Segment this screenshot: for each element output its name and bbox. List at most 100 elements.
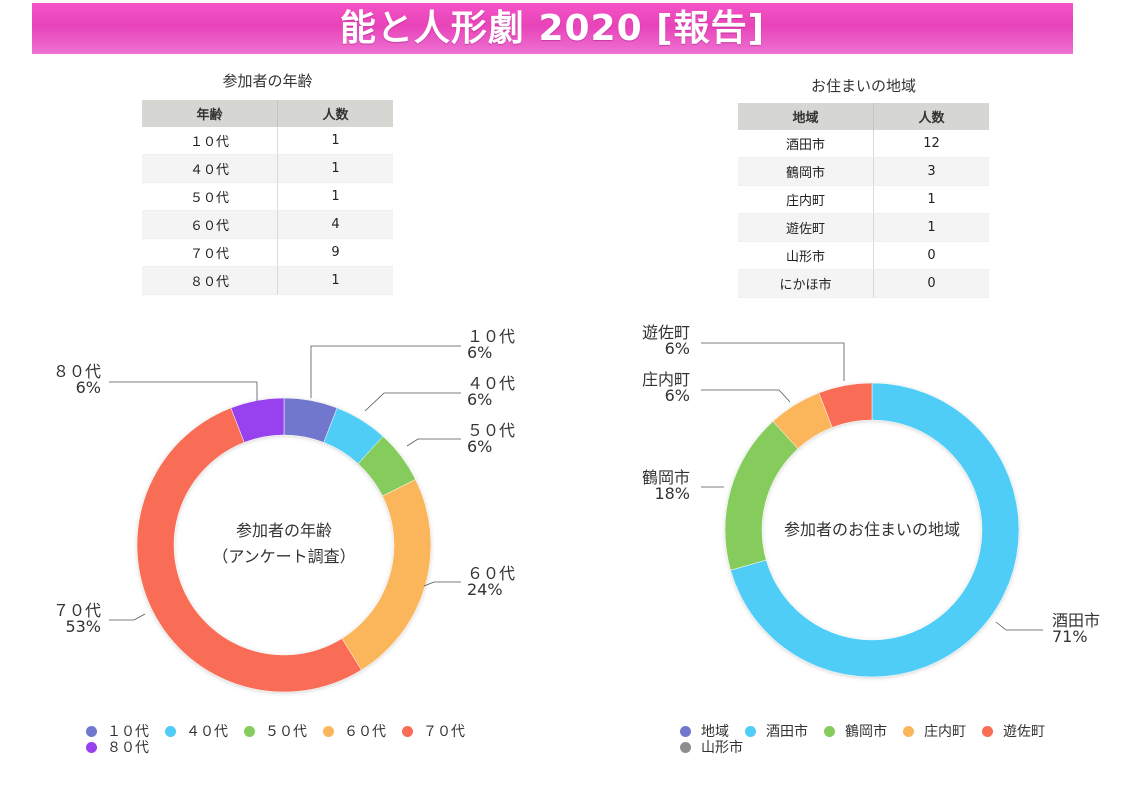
- region-table-label-cell: 鶴岡市: [738, 157, 874, 186]
- age-slice-percent-4: 24%: [467, 580, 503, 599]
- age-legend-label: ４０代: [186, 724, 228, 740]
- region-table-title: お住まいの地域: [810, 77, 916, 95]
- age-table-row: ７０代 9: [142, 238, 393, 267]
- age-slice-percent-6: 6%: [76, 378, 101, 397]
- age-legend-label: ５０代: [265, 724, 307, 740]
- age-slice-6[interactable]: [230, 397, 285, 443]
- age-legend-label: １０代: [107, 724, 149, 740]
- region-table-count-cell: 3: [873, 157, 989, 186]
- age-legend-dot-icon: [244, 726, 255, 737]
- region-table-count-cell: 1: [873, 213, 989, 242]
- age-table-row: ６０代 4: [142, 210, 393, 239]
- region-table-count-cell: 12: [873, 130, 989, 158]
- region-legend-item[interactable]: 鶴岡市: [824, 724, 887, 740]
- region-slice-label-4: 遊佐町: [642, 323, 690, 342]
- region-legend-dot-icon: [680, 742, 691, 753]
- region-legend-item[interactable]: 酒田市: [745, 724, 808, 740]
- region-table-row: 鶴岡市 3: [738, 157, 989, 186]
- age-slice-label-5: ７０代: [53, 601, 101, 620]
- age-legend-item[interactable]: １０代: [86, 724, 149, 740]
- region-slice-4[interactable]: [818, 382, 873, 428]
- age-legend-item[interactable]: ６０代: [323, 724, 386, 740]
- age-slice-label-4: ６０代: [467, 564, 515, 583]
- age-slice-label-2: ４０代: [467, 374, 515, 393]
- region-table-label-cell: 遊佐町: [738, 213, 874, 242]
- region-table: 地域 人数 酒田市 12 鶴岡市 3 庄内町 1 遊佐町 1 山形市 0 にかほ市 0: [738, 103, 989, 298]
- region-slice-percent-4: 6%: [665, 339, 690, 358]
- region-legend-label: 遊佐町: [1003, 724, 1045, 740]
- age-slice-4[interactable]: [341, 479, 432, 671]
- region-table-label-cell: 山形市: [738, 241, 874, 270]
- region-table-count-cell: 0: [873, 269, 989, 298]
- region-table-header-region: 地域: [738, 103, 874, 130]
- age-legend-item[interactable]: ７０代: [402, 724, 465, 740]
- age-table-row: ８０代 1: [142, 266, 393, 295]
- region-legend-label: 地域: [701, 724, 729, 740]
- region-table-count-cell: 1: [873, 185, 989, 214]
- region-legend-dot-icon: [680, 726, 691, 737]
- age-center-label-2: （アンケート調査）: [212, 547, 355, 566]
- age-table-count-cell: 1: [277, 266, 393, 295]
- age-table-row: １０代 1: [142, 127, 393, 155]
- region-table-row: 酒田市 12: [738, 130, 989, 158]
- region-slice-label-3: 庄内町: [642, 370, 690, 389]
- region-leader-line-3: [701, 389, 791, 403]
- age-chart-legend: １０代 ４０代 ５０代 ６０代 ７０代 ８０代: [86, 724, 526, 756]
- age-table-label-cell: １０代: [142, 127, 278, 155]
- region-slice-2[interactable]: [724, 421, 799, 571]
- age-slice-5[interactable]: [136, 407, 362, 693]
- age-leader-line-1: [310, 345, 461, 398]
- region-legend-dot-icon: [745, 726, 756, 737]
- age-legend-dot-icon: [402, 726, 413, 737]
- region-table-row: にかほ市 0: [738, 269, 989, 298]
- region-table-label-cell: 酒田市: [738, 130, 874, 158]
- age-donut: １０代6%４０代6%５０代6%６０代24%７０代53%８０代6%参加者の年齢（ア…: [53, 327, 515, 693]
- age-legend-item[interactable]: ４０代: [165, 724, 228, 740]
- age-slice-label-3: ５０代: [467, 421, 515, 440]
- region-leader-line-1: [995, 621, 1043, 631]
- age-slice-label-1: １０代: [467, 327, 515, 346]
- region-table-header-count: 人数: [873, 103, 989, 130]
- age-legend-label: ７０代: [423, 724, 465, 740]
- age-legend-dot-icon: [165, 726, 176, 737]
- age-table: 年齢 人数 １０代 1 ４０代 1 ５０代 1 ６０代 4 ７０代 9 ８０代 1: [142, 100, 393, 295]
- region-legend-label: 山形市: [701, 740, 743, 756]
- region-slice-percent-2: 18%: [654, 484, 690, 503]
- region-table-row: 山形市 0: [738, 241, 989, 270]
- region-table-row: 庄内町 1: [738, 185, 989, 214]
- age-table-label-cell: ７０代: [142, 238, 278, 267]
- age-slice-percent-3: 6%: [467, 437, 492, 456]
- age-legend-item[interactable]: ８０代: [86, 740, 149, 756]
- age-slice-percent-2: 6%: [467, 390, 492, 409]
- region-table-count-cell: 0: [873, 241, 989, 270]
- region-legend-item[interactable]: 地域: [680, 724, 729, 740]
- age-legend-label: ８０代: [107, 740, 149, 756]
- age-table-title: 参加者の年齢: [222, 72, 313, 90]
- region-table-label-cell: にかほ市: [738, 269, 874, 298]
- age-slice-percent-5: 53%: [65, 617, 101, 636]
- region-legend-dot-icon: [903, 726, 914, 737]
- age-table-header-age: 年齢: [142, 100, 278, 127]
- age-center-label-1: 参加者の年齢: [236, 521, 332, 540]
- age-slice-label-6: ８０代: [53, 362, 101, 381]
- age-table-count-cell: 9: [277, 238, 393, 267]
- region-legend-item[interactable]: 遊佐町: [982, 724, 1045, 740]
- region-legend-dot-icon: [982, 726, 993, 737]
- report-title-banner: 能と人形劇 2020 [報告]: [32, 3, 1073, 54]
- region-table-label-cell: 庄内町: [738, 185, 874, 214]
- age-legend-item[interactable]: ５０代: [244, 724, 307, 740]
- age-legend-dot-icon: [86, 726, 97, 737]
- region-legend-label: 酒田市: [766, 724, 808, 740]
- region-slice-1[interactable]: [730, 382, 1020, 678]
- age-table-row: ４０代 1: [142, 154, 393, 183]
- age-table-count-cell: 1: [277, 127, 393, 155]
- age-legend-dot-icon: [323, 726, 334, 737]
- age-table-row: ５０代 1: [142, 182, 393, 211]
- age-table-count-cell: 1: [277, 154, 393, 183]
- region-slice-percent-3: 6%: [665, 386, 690, 405]
- region-legend-item[interactable]: 山形市: [680, 740, 743, 756]
- age-table-label-cell: ６０代: [142, 210, 278, 239]
- region-legend-item[interactable]: 庄内町: [903, 724, 966, 740]
